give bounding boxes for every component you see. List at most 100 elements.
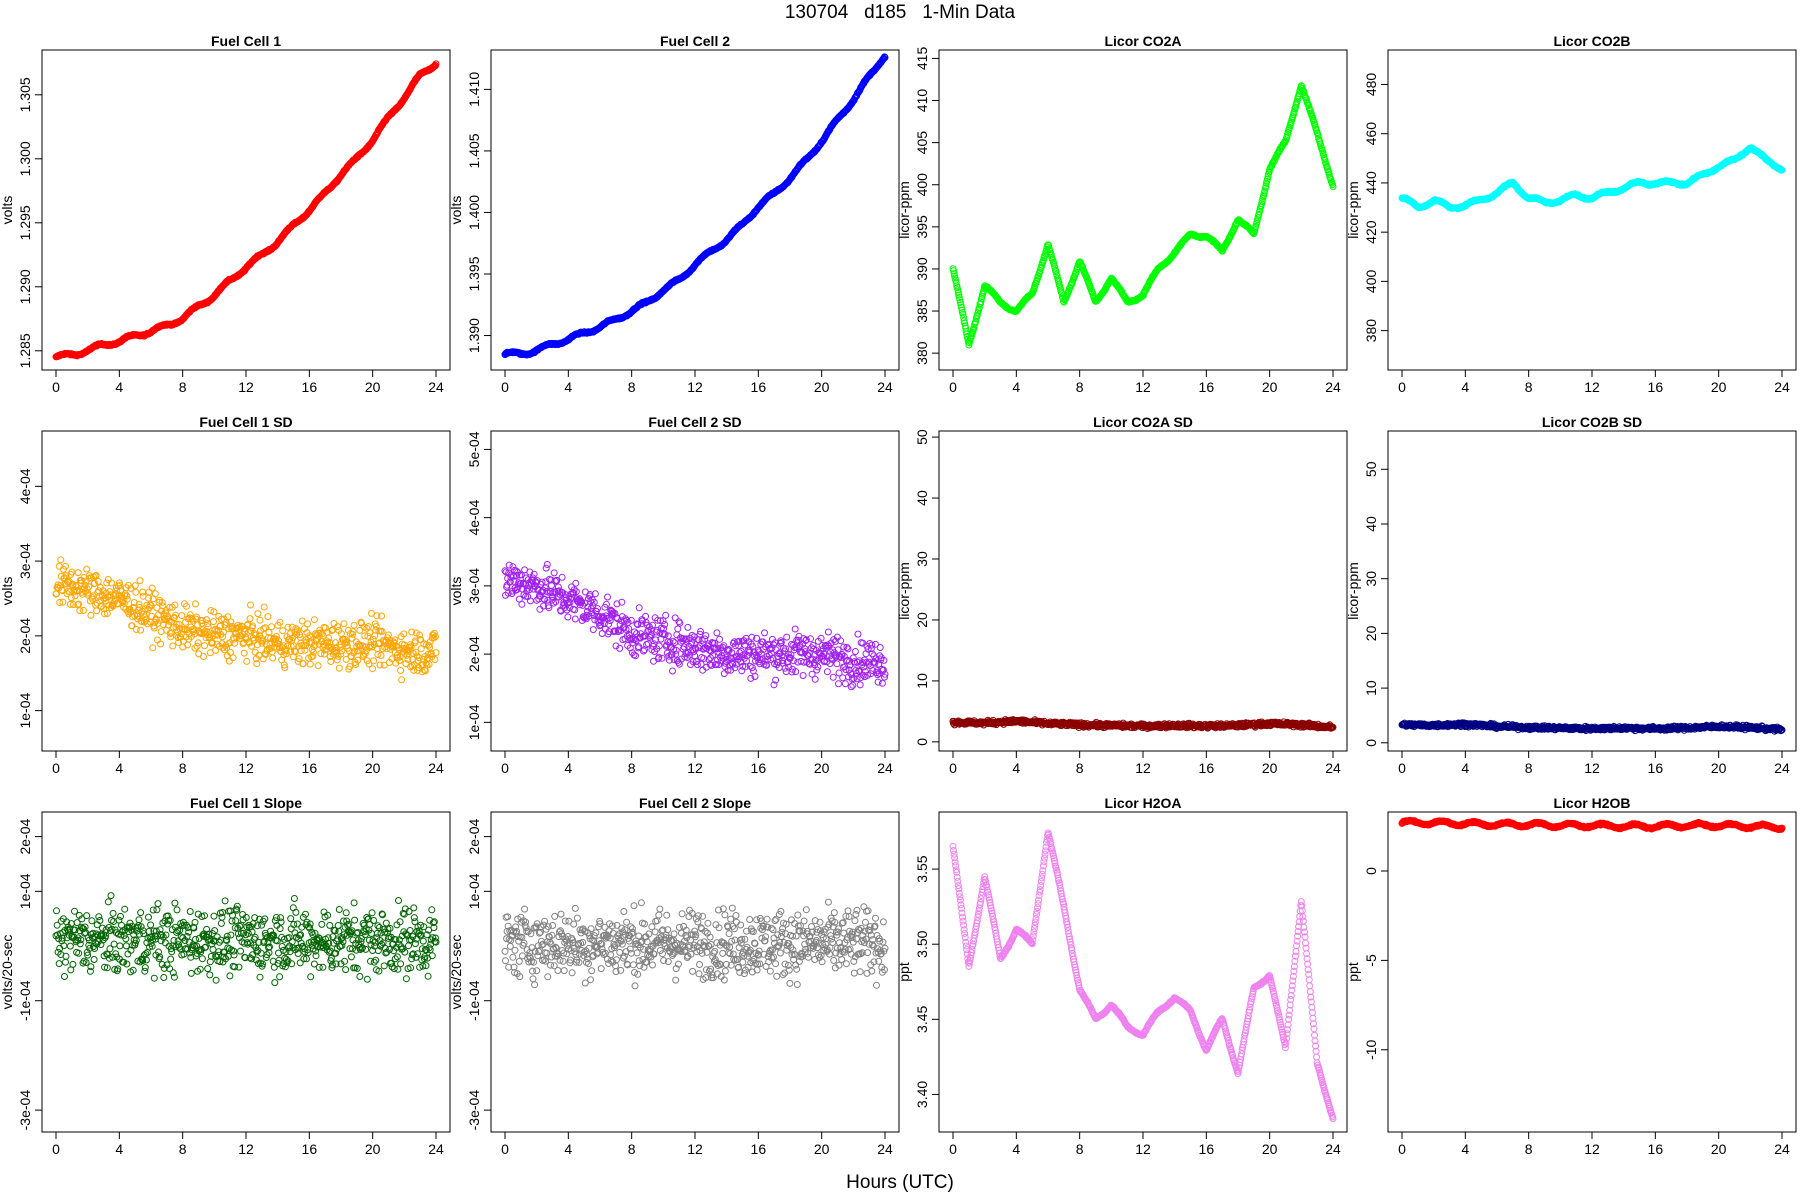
y-tick-label: 415 [914,47,930,71]
data-point [823,668,831,676]
x-tick-label: 0 [949,379,957,395]
data-point [137,626,145,634]
y-tick-label: 400 [1363,269,1379,293]
y-tick-label: 390 [914,257,930,281]
data-point [80,606,87,614]
data-point [240,649,248,657]
data-point [194,639,202,647]
y-tick-label: 400 [914,173,930,197]
x-tick-label: 4 [1012,379,1020,395]
data-point [370,657,378,665]
y-tick-label: 50 [914,429,930,445]
y-tick-label: 1.285 [17,333,33,368]
series-points [949,82,1337,349]
x-tick-label: 16 [751,760,767,776]
data-point [356,626,364,634]
plot-frame [938,430,1348,752]
data-point [264,613,272,621]
data-point [74,569,82,577]
x-tick-label: 24 [877,379,893,395]
x-tick-label: 12 [238,760,254,776]
y-tick-label: 380 [1363,319,1379,343]
data-point [550,569,558,577]
x-tick-label: 16 [1199,760,1215,776]
x-tick-label: 20 [814,379,830,395]
data-point [132,588,140,596]
data-point [661,621,669,628]
data-point [841,680,849,688]
data-point [268,623,276,631]
data-point [589,626,597,634]
data-point [811,675,819,683]
data-point [518,600,526,608]
x-tick-label: 16 [751,379,767,395]
y-axis-label: volts [0,196,15,225]
y-tick-label: 1.390 [466,318,482,353]
panel-title: Fuel Cell 2 [660,33,730,49]
data-point [136,577,144,585]
data-point [254,610,262,618]
x-tick-label: 0 [52,760,60,776]
data-point [340,620,348,628]
data-point [847,683,855,691]
data-point [824,628,832,636]
data-point [260,603,268,611]
x-tick-label: 4 [564,379,572,395]
x-tick-label: 16 [1648,379,1664,395]
y-tick-label: 480 [1363,73,1379,97]
y-tick-label: 3e-04 [466,568,482,604]
data-point [178,612,186,619]
panel-title: Fuel Cell 2 SD [648,414,741,430]
y-tick-label: 4e-04 [17,468,33,504]
y-axis-label: volts [448,196,464,225]
data-point [833,660,841,668]
panel-title: Licor CO2B [1553,33,1630,49]
data-point [131,582,139,590]
data-point [201,642,208,650]
x-tick-label: 4 [1012,760,1020,776]
data-point [571,615,579,623]
data-point [212,646,220,654]
x-tick-label: 4 [115,379,123,395]
data-point [542,564,550,572]
y-tick-label: 420 [1363,220,1379,244]
y-tick-label: 5e-04 [466,431,482,467]
x-tick-label: 0 [1398,379,1406,395]
data-point [145,588,153,596]
x-tick-label: 8 [1076,760,1084,776]
y-axis-label: volts [0,577,15,606]
data-point [243,657,251,665]
x-tick-label: 12 [1135,379,1151,395]
data-point [225,657,233,665]
panel-title: Fuel Cell 1 SD [199,414,292,430]
data-point [558,573,566,581]
x-tick-label: 24 [428,379,444,395]
data-point [839,674,847,682]
data-point [716,635,724,643]
y-tick-label: 40 [914,490,930,506]
figure-title: 130704 d185 1-Min Data [784,2,1016,23]
data-point [314,662,322,670]
x-tick-label: 20 [1711,379,1727,395]
x-tick-label: 16 [302,379,318,395]
data-point [509,563,517,571]
x-tick-label: 24 [1325,760,1341,776]
x-tick-label: 16 [302,760,318,776]
series-points [52,60,440,361]
data-point [604,593,611,601]
x-tick-label: 8 [628,760,636,776]
x-tick-label: 12 [238,379,254,395]
x-tick-label: 20 [365,379,381,395]
y-tick-label: 2e-04 [17,618,33,654]
y-tick-label: 4e-04 [466,500,482,536]
data-point [674,625,682,633]
x-tick-label: 12 [1135,760,1151,776]
y-tick-label: 1e-04 [17,693,33,729]
